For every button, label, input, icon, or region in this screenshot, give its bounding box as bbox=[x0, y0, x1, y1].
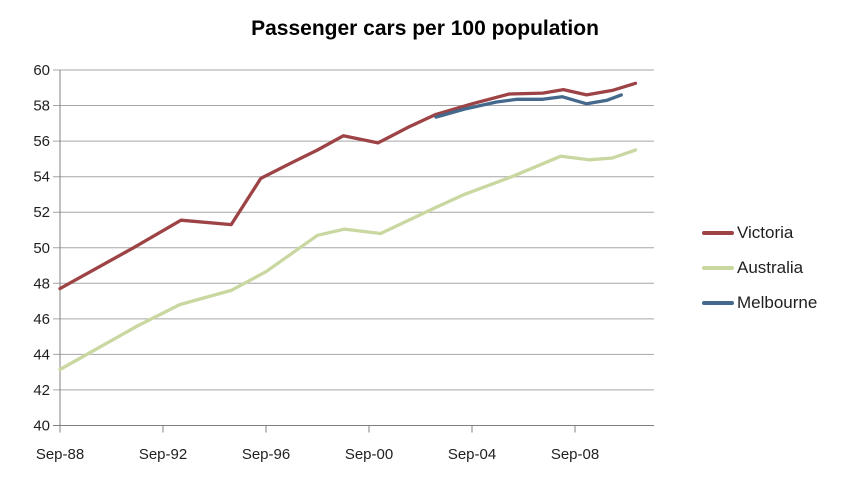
x-axis-label-Sep-92: Sep-92 bbox=[139, 446, 187, 463]
y-axis-label-42: 42 bbox=[33, 382, 50, 399]
x-axis-label-Sep-96: Sep-96 bbox=[242, 446, 290, 463]
x-axis-label-Sep-08: Sep-08 bbox=[551, 446, 599, 463]
y-axis-label-60: 60 bbox=[33, 62, 50, 79]
legend-label-melbourne: Melbourne bbox=[737, 293, 818, 312]
x-axis-label-Sep-04: Sep-04 bbox=[448, 446, 496, 463]
australia-line-swatch-icon bbox=[702, 266, 734, 270]
series-line-victoria bbox=[58, 81, 638, 291]
legend-item-australia: Australia bbox=[702, 257, 850, 279]
legend-item-victoria: Victoria bbox=[702, 222, 850, 244]
y-axis-label-44: 44 bbox=[33, 346, 50, 363]
series-line-melbourne bbox=[434, 93, 623, 119]
x-axis-label-Sep-88: Sep-88 bbox=[36, 446, 84, 463]
chart-legend: Victoria Australia Melbourne bbox=[702, 222, 850, 327]
y-axis-label-52: 52 bbox=[33, 204, 50, 221]
series-line-australia bbox=[58, 148, 638, 372]
legend-label-victoria: Victoria bbox=[737, 223, 794, 242]
victoria-line-swatch-icon bbox=[702, 231, 734, 235]
y-axis-label-58: 58 bbox=[33, 98, 50, 115]
y-axis-label-54: 54 bbox=[33, 169, 50, 186]
x-axis-label-Sep-00: Sep-00 bbox=[345, 446, 393, 463]
y-axis-label-48: 48 bbox=[33, 275, 50, 292]
y-axis-label-46: 46 bbox=[33, 311, 50, 328]
legend-label-australia: Australia bbox=[737, 258, 804, 277]
y-axis-label-40: 40 bbox=[33, 418, 50, 435]
y-axis-label-50: 50 bbox=[33, 240, 50, 257]
legend-item-melbourne: Melbourne bbox=[702, 292, 850, 314]
chart-title: Passenger cars per 100 population bbox=[251, 17, 599, 40]
y-axis-label-56: 56 bbox=[33, 133, 50, 150]
melbourne-line-swatch-icon bbox=[702, 301, 734, 305]
